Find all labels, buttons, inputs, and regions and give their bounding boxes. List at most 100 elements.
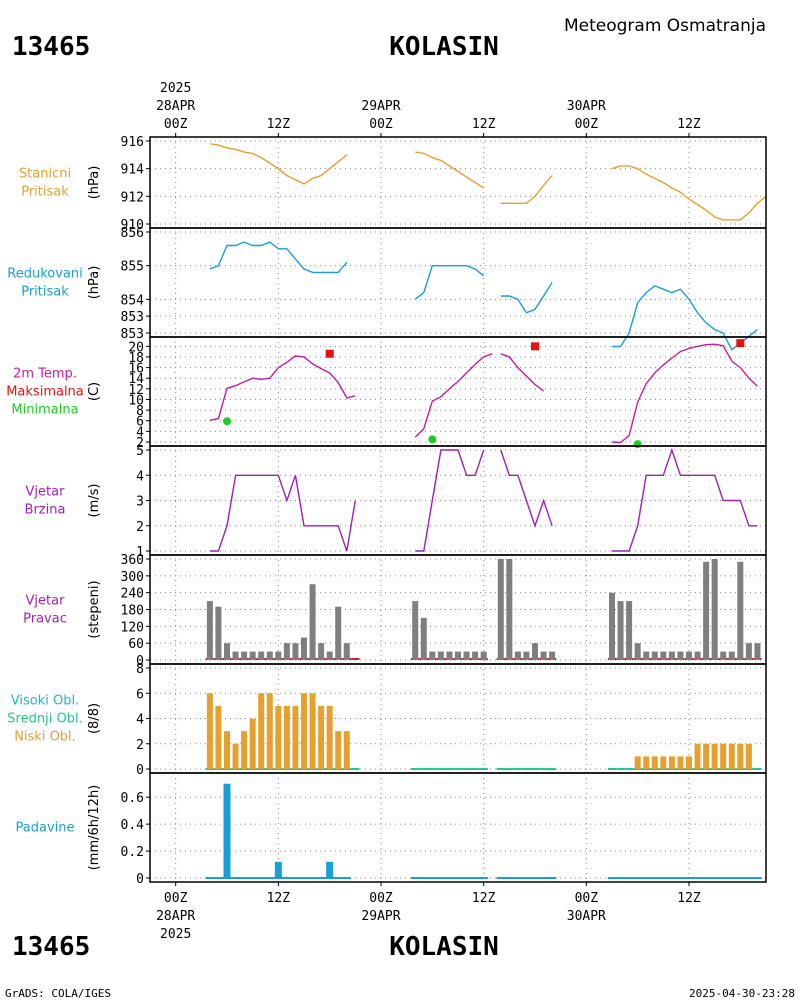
y-tick-label: 180 [121, 604, 144, 619]
year-label-bottom: 2025 [160, 927, 191, 942]
bar [241, 731, 248, 769]
footer-left: GrADS: COLA/IGES [5, 987, 111, 1000]
x-tick-label-top: 12Z [677, 117, 701, 132]
x-tick-label-bottom: 12Z [472, 891, 496, 906]
bar [215, 705, 222, 769]
tmax-marker [736, 339, 745, 348]
series-line [612, 285, 758, 351]
panel-title-line: Pravac [23, 612, 67, 627]
series-line [611, 165, 767, 221]
y-axis-label: (stepeni) [87, 580, 102, 638]
y-tick-label: 0 [136, 872, 144, 887]
bar [301, 693, 307, 769]
panel-station-pressure: 910 912 914 916 (hPa) Stanicni Pritisak [19, 135, 767, 233]
bar [463, 651, 470, 660]
plot-frame [149, 554, 767, 665]
bar [224, 731, 230, 769]
bar [694, 743, 701, 769]
y-tick-label: 300 [121, 570, 144, 585]
y-tick-label: 8 [136, 662, 144, 677]
y-axis-label: (8/8) [87, 703, 102, 734]
y-tick-label: 10 [128, 393, 144, 408]
bar [292, 705, 299, 769]
bar [455, 651, 461, 660]
x-tick-label-top: 00Z [164, 117, 188, 132]
bar [274, 861, 282, 878]
bar [275, 705, 282, 769]
bar [694, 651, 701, 660]
panel-title-line: Minimalna [11, 403, 78, 418]
y-tick-label: 14 [128, 372, 144, 387]
y-tick-label: 916 [121, 135, 144, 150]
y-tick-label: 4 [136, 469, 144, 484]
y-tick-label: 60 [128, 637, 144, 652]
bar [686, 651, 692, 660]
bar [318, 705, 325, 769]
station-id-bottom: 13465 [12, 932, 90, 962]
x-tick-label-bottom: 00Z [164, 891, 188, 906]
y-tick-label: 0 [136, 654, 144, 669]
bar [480, 651, 487, 660]
bar [241, 651, 248, 660]
tmax-marker [531, 342, 539, 351]
panel-precipitation: 0 0.2 0.4 0.6 (mm/6h/12h) Padavine [16, 772, 767, 887]
y-tick-label: 0 [136, 763, 144, 778]
bar [668, 756, 675, 769]
bar [249, 651, 256, 660]
bar [626, 601, 633, 660]
bar [532, 643, 538, 660]
bar [643, 651, 650, 660]
bar [540, 651, 547, 660]
y-axis-label: (hPa) [87, 266, 102, 300]
panel-title-line: Vjetar [26, 485, 66, 500]
bar [643, 756, 650, 769]
plot-frame [149, 772, 767, 883]
panel-title-line: 2m Temp. [13, 367, 77, 382]
bar [232, 743, 239, 769]
bar [335, 606, 342, 660]
tmin-marker [633, 440, 642, 449]
x-tick-label-top: 00Z [369, 117, 393, 132]
y-tick-label: 2 [136, 436, 144, 451]
panel-title-line: Maksimalna [6, 385, 84, 400]
y-axis-label: (m/s) [87, 484, 102, 518]
x-tick-label-bottom: 00Z [369, 891, 393, 906]
bar [266, 693, 273, 769]
y-tick-label: 18 [128, 351, 144, 366]
y-tick-label: 2 [136, 738, 144, 753]
bar [206, 601, 213, 660]
footer-right: 2025-04-30-23:28 [689, 987, 795, 1000]
y-tick-label: 360 [121, 553, 144, 568]
bar [711, 559, 718, 660]
bar [660, 651, 667, 660]
panel-cloud-cover: 0 2 4 6 8 (8/8) Visoki Obl. Srednji Obl. Niski O… [7, 662, 767, 778]
y-tick-label: 910 [121, 218, 144, 233]
series-line [414, 353, 493, 438]
y-tick-label: 855 [121, 260, 144, 275]
bar [309, 584, 316, 660]
bar [523, 651, 530, 660]
series-line [415, 151, 485, 189]
bar [745, 643, 752, 660]
y-tick-label: 0.4 [121, 818, 145, 833]
bar [258, 693, 265, 769]
plot-frame [149, 336, 767, 447]
y-tick-label: 6 [136, 687, 144, 702]
bar [728, 743, 735, 769]
y-tick-label: 8 [136, 404, 144, 419]
x-tick-label-bottom: 00Z [575, 891, 599, 906]
y-tick-label: 20 [128, 340, 144, 355]
bar [609, 592, 615, 660]
panel-title-line: Vjetar [26, 594, 66, 609]
bar [206, 693, 213, 769]
panel-title-line: Niski Obl. [14, 730, 76, 745]
plot-frame [149, 136, 767, 229]
panel-title-line: Srednji Obl. [7, 712, 82, 727]
bar [651, 651, 658, 660]
date-label-bottom: 30APR [567, 909, 606, 924]
panel-wind-speed: 1 2 3 4 5 (m/s) Vjetar Brzina [25, 444, 767, 560]
x-tick-label-top: 12Z [267, 117, 291, 132]
bar [326, 861, 334, 878]
